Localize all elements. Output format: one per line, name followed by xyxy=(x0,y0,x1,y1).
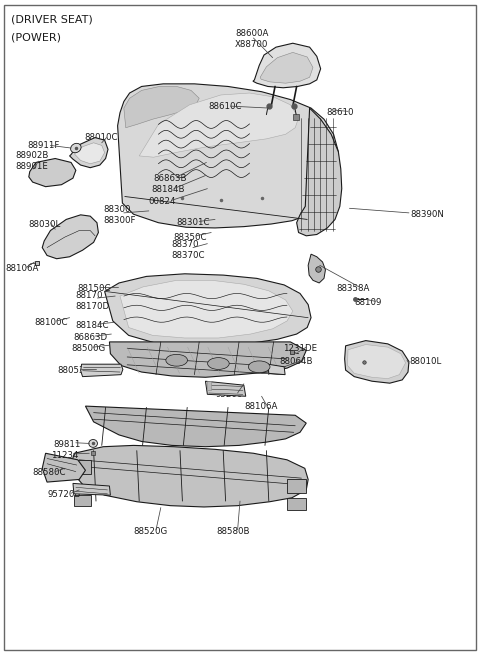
Text: 88902B
88901E: 88902B 88901E xyxy=(15,151,49,171)
Text: 88106A: 88106A xyxy=(245,402,278,411)
Bar xyxy=(74,460,91,474)
Polygon shape xyxy=(260,52,313,83)
Text: 88010C: 88010C xyxy=(84,133,118,142)
Text: 88106A: 88106A xyxy=(6,264,39,273)
Text: 88053C: 88053C xyxy=(58,366,91,375)
Text: (POWER): (POWER) xyxy=(11,33,60,43)
Text: 88184B: 88184B xyxy=(151,185,185,195)
Text: 88390N: 88390N xyxy=(410,210,444,219)
Text: 00824: 00824 xyxy=(149,197,176,206)
Polygon shape xyxy=(81,364,123,377)
Text: 11234: 11234 xyxy=(51,451,79,460)
Polygon shape xyxy=(29,159,76,187)
Polygon shape xyxy=(73,483,110,495)
Text: 88580C: 88580C xyxy=(33,468,66,477)
Text: 88300
88300F: 88300 88300F xyxy=(103,205,136,225)
Text: 88500G: 88500G xyxy=(71,344,105,353)
Text: 88109: 88109 xyxy=(354,298,382,307)
Ellipse shape xyxy=(89,440,97,447)
Text: 89811: 89811 xyxy=(54,440,81,449)
Text: 88010L: 88010L xyxy=(409,357,441,366)
Polygon shape xyxy=(74,143,105,164)
Text: 88370
88370C: 88370 88370C xyxy=(171,240,205,260)
Text: 88184C: 88184C xyxy=(76,321,109,330)
Text: 95720B: 95720B xyxy=(48,490,82,499)
Text: 88580B: 88580B xyxy=(216,527,250,536)
Text: 88350C: 88350C xyxy=(174,233,207,242)
Polygon shape xyxy=(308,254,325,283)
Polygon shape xyxy=(42,453,85,482)
Text: 88358A: 88358A xyxy=(336,284,370,293)
Bar xyxy=(287,479,306,493)
Polygon shape xyxy=(71,445,308,507)
Polygon shape xyxy=(85,406,306,447)
Text: 88600A
X88700: 88600A X88700 xyxy=(235,29,269,49)
Text: 88911F: 88911F xyxy=(28,141,60,150)
Polygon shape xyxy=(207,381,211,390)
Text: 88100C: 88100C xyxy=(35,318,68,327)
Text: 1231DE: 1231DE xyxy=(283,344,317,353)
Ellipse shape xyxy=(71,143,81,153)
Polygon shape xyxy=(35,261,39,265)
Text: 88150C: 88150C xyxy=(78,284,111,293)
Ellipse shape xyxy=(249,361,270,373)
Text: 86863D: 86863D xyxy=(73,333,107,342)
Polygon shape xyxy=(42,215,98,259)
Text: 88170
88170D: 88170 88170D xyxy=(75,291,109,311)
Bar xyxy=(287,498,306,510)
Text: 88064B: 88064B xyxy=(280,357,313,366)
Polygon shape xyxy=(105,274,311,346)
Polygon shape xyxy=(297,108,342,236)
Polygon shape xyxy=(268,364,285,375)
Text: (DRIVER SEAT): (DRIVER SEAT) xyxy=(11,14,92,24)
Text: 88301C: 88301C xyxy=(177,218,210,227)
Text: 88610C: 88610C xyxy=(209,102,242,111)
Ellipse shape xyxy=(166,354,187,366)
Text: 86863B: 86863B xyxy=(154,174,187,183)
Bar xyxy=(74,495,91,506)
Polygon shape xyxy=(109,342,306,377)
Text: 88610: 88610 xyxy=(326,108,354,117)
Polygon shape xyxy=(205,381,246,396)
Text: 95200: 95200 xyxy=(215,390,242,399)
Polygon shape xyxy=(124,86,199,128)
Text: 88030L: 88030L xyxy=(29,220,61,229)
Ellipse shape xyxy=(207,358,229,369)
Polygon shape xyxy=(120,280,293,338)
Polygon shape xyxy=(70,138,108,168)
Polygon shape xyxy=(348,345,406,379)
Polygon shape xyxy=(118,84,338,228)
Polygon shape xyxy=(253,43,321,88)
Polygon shape xyxy=(139,93,299,157)
Text: 88520G: 88520G xyxy=(133,527,168,536)
Polygon shape xyxy=(345,341,409,383)
